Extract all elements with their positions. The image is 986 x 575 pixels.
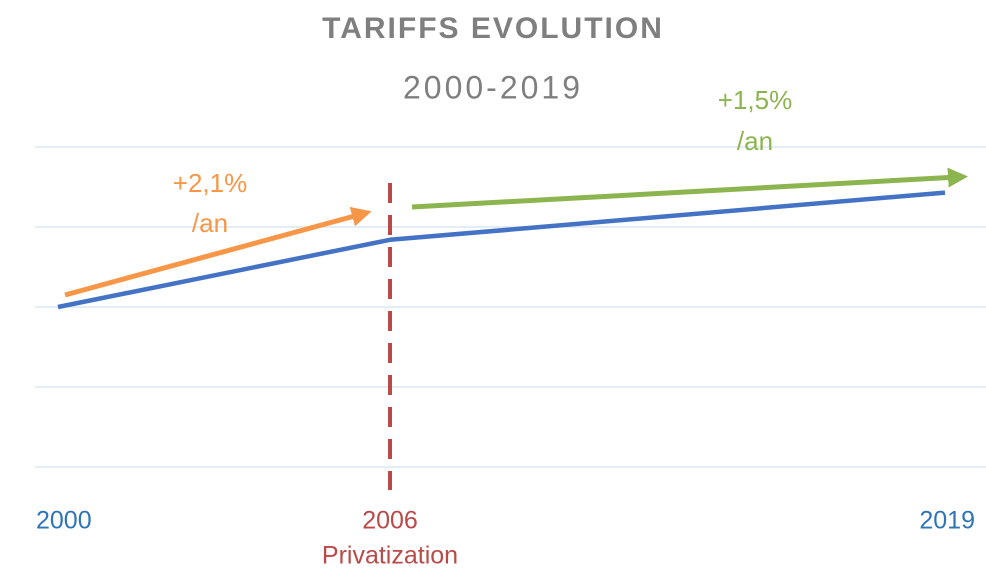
privatization-label: Privatization: [322, 542, 458, 570]
annotation-rate: +2,1%: [173, 168, 247, 198]
x-tick-label: 2006: [362, 507, 418, 535]
annotation-unit: /an: [192, 208, 228, 238]
trend-arrow: [64, 206, 372, 298]
trend-arrow: [411, 167, 968, 210]
annotation-rate: +1,5%: [718, 85, 792, 115]
chart-subtitle: 2000-2019: [403, 69, 583, 105]
annotation-unit: /an: [737, 126, 773, 156]
x-tick-label: 2000: [36, 507, 92, 535]
x-tick-label: 2019: [919, 507, 975, 535]
chart-title: TARIFFS EVOLUTION: [322, 12, 664, 45]
series-line: [57, 190, 946, 310]
